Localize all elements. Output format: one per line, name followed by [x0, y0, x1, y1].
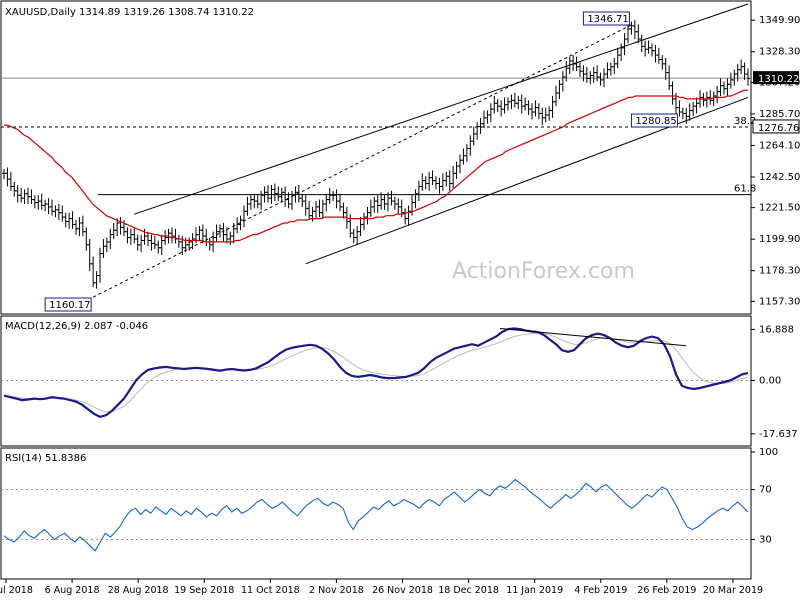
macd-panel-title: MACD(12,26,9) 2.087 -0.046: [5, 321, 148, 332]
macd-signal-line: [3, 332, 749, 413]
x-tick-label: 28 Aug 2018: [108, 585, 169, 596]
price-panel-title: XAUUSD,Daily 1314.89 1319.26 1308.74 131…: [5, 7, 254, 18]
swing-low-annotation-box: [630, 113, 678, 128]
price-y-tick-label: 1242.50: [759, 172, 800, 183]
macd-y-tick-label: 0.00: [759, 375, 781, 386]
price-y-tick-label: 1349.90: [759, 15, 800, 26]
price-y-tick-label: 1285.70: [759, 109, 800, 120]
x-tick-label: 11 Oct 2018: [241, 585, 300, 596]
price-y-tick-label: 1157.30: [759, 296, 800, 307]
rsi-panel-title: RSI(14) 51.8386: [5, 453, 86, 464]
ema-line: [4, 89, 748, 243]
rsi-line: [3, 478, 749, 552]
rsi-layer: [1, 478, 751, 552]
dashed-trendline: [92, 24, 632, 298]
low-annotation: 1160.17: [49, 300, 90, 311]
macd-y-tick-label: 16.888: [759, 324, 794, 335]
price-y-tick-label: 1221.50: [759, 203, 800, 214]
swing-low-annotation: 1280.85: [635, 116, 676, 127]
price-y-tick-label: 1328.30: [759, 47, 800, 58]
low-annotation-box: [44, 297, 92, 312]
high-annotation-box: [582, 11, 630, 26]
last-price-box: [753, 71, 799, 85]
fib-level-label: 38.2: [734, 116, 756, 127]
price-y-tick-label: 1199.90: [759, 234, 800, 245]
rsi-y-tick-label: 30: [759, 535, 772, 546]
axis-layer: 1349.901328.301307.201285.701264.101242.…: [0, 15, 800, 596]
price-layer: 38.2 61.8 1346.71 1280.85 1160.17: [1, 3, 756, 312]
x-tick-label: 11 Jan 2019: [506, 585, 563, 596]
x-tick-label: 13 Jul 2018: [0, 585, 33, 596]
fib-level-label: 61.8: [734, 184, 756, 195]
price-y-tick-label: 1264.10: [759, 140, 800, 151]
x-tick-label: 18 Dec 2018: [438, 585, 499, 596]
macd-layer: [1, 327, 751, 418]
watermark: ActionForex.com: [452, 259, 635, 284]
rsi-y-tick-label: 100: [759, 447, 778, 458]
channel-line: [134, 3, 749, 215]
ohlc-bar: [746, 68, 750, 86]
high-annotation: 1346.71: [587, 14, 628, 25]
x-tick-label: 19 Sep 2018: [174, 585, 234, 596]
level-price-label: 1276.76: [758, 123, 799, 134]
macd-y-tick-label: -17.637: [759, 429, 798, 440]
rsi-panel-frame: [0, 447, 752, 580]
x-tick-label: 4 Feb 2019: [574, 585, 627, 596]
rsi-y-tick-label: 70: [759, 485, 772, 496]
x-tick-label: 26 Nov 2018: [372, 585, 433, 596]
x-tick-label: 26 Feb 2019: [637, 585, 696, 596]
x-tick-label: 6 Aug 2018: [45, 585, 100, 596]
price-panel-frame: [0, 0, 752, 315]
x-tick-label: 2 Nov 2018: [309, 585, 364, 596]
macd-divergence-line: [499, 327, 687, 347]
level-price-box: [752, 119, 800, 134]
price-y-tick-label: 1178.30: [759, 266, 800, 277]
macd-line: [3, 327, 749, 418]
last-price-label: 1310.22: [758, 74, 799, 85]
macd-panel-frame: [0, 315, 752, 447]
x-tick-label: 20 Mar 2019: [703, 585, 763, 596]
